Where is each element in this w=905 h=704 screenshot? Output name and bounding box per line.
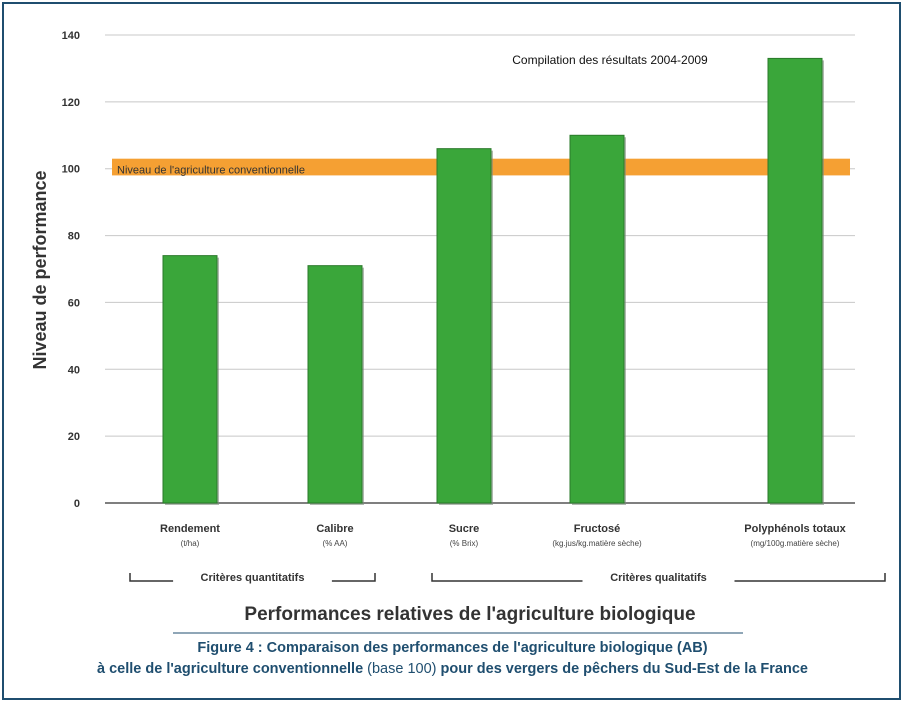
- figure-caption: Figure 4 : Comparaison des performances …: [0, 638, 905, 680]
- y-tick-label: 40: [68, 364, 80, 376]
- bars: [162, 57, 824, 506]
- group-label: Critères quantitatifs: [201, 572, 305, 584]
- y-axis-ticks: 0 20 40 60 80 100 120 140: [62, 30, 80, 510]
- y-tick-label: 100: [62, 164, 80, 176]
- x-tick-unit: (% Brix): [450, 539, 479, 548]
- criteria-groups: Critères quantitatifs Critères qualitatif…: [129, 572, 886, 584]
- group-bracket-right: [734, 573, 886, 582]
- y-tick-label: 0: [74, 498, 80, 510]
- group-bracket-left: [431, 573, 583, 582]
- bar: [307, 265, 363, 504]
- group-bracket-right: [331, 573, 376, 582]
- caption-line-2-base: (base 100): [363, 661, 437, 677]
- caption-line-2b: pour des vergers de pêchers du Sud-Est d…: [436, 661, 808, 677]
- bar: [569, 134, 625, 504]
- x-tick-unit: (t/ha): [181, 539, 200, 548]
- caption-line-1: Figure 4 : Comparaison des performances …: [197, 640, 708, 656]
- bar: [767, 57, 823, 504]
- x-tick-unit: (% AA): [323, 539, 348, 548]
- x-tick-label: Rendement: [160, 523, 220, 535]
- x-tick-label: Sucre: [449, 523, 480, 535]
- x-tick-label: Fructosé: [574, 523, 620, 535]
- y-tick-label: 140: [62, 30, 80, 42]
- bar: [436, 148, 492, 504]
- x-tick-unit: (mg/100g.matière sèche): [751, 539, 840, 548]
- y-axis-label: Niveau de performance: [30, 170, 50, 369]
- group-bracket-left: [129, 573, 174, 582]
- y-tick-label: 60: [68, 297, 80, 309]
- x-axis-labels: Rendement (t/ha) Calibre (% AA) Sucre (% Brix…: [160, 523, 847, 548]
- x-axis-label: Performances relatives de l'agriculture …: [244, 604, 695, 625]
- x-tick-label: Calibre: [316, 523, 353, 535]
- y-tick-label: 20: [68, 431, 80, 443]
- x-tick-unit: (kg.jus/kg.matière sèche): [552, 539, 642, 548]
- y-tick-label: 120: [62, 97, 80, 109]
- chart-annotation: Compilation des résultats 2004-2009: [512, 53, 708, 67]
- x-tick-label: Polyphénols totaux: [744, 523, 846, 535]
- caption-line-2a: à celle de l'agriculture conventionnelle: [97, 661, 364, 677]
- y-tick-label: 80: [68, 231, 80, 243]
- bar-chart: 0 20 40 60 80 100 120 140 Niveau de l'agricultu…: [30, 30, 886, 634]
- group-label: Critères qualitatifs: [610, 572, 707, 584]
- bar: [162, 255, 218, 504]
- reference-band-label: Niveau de l'agriculture conventionnelle: [117, 165, 305, 177]
